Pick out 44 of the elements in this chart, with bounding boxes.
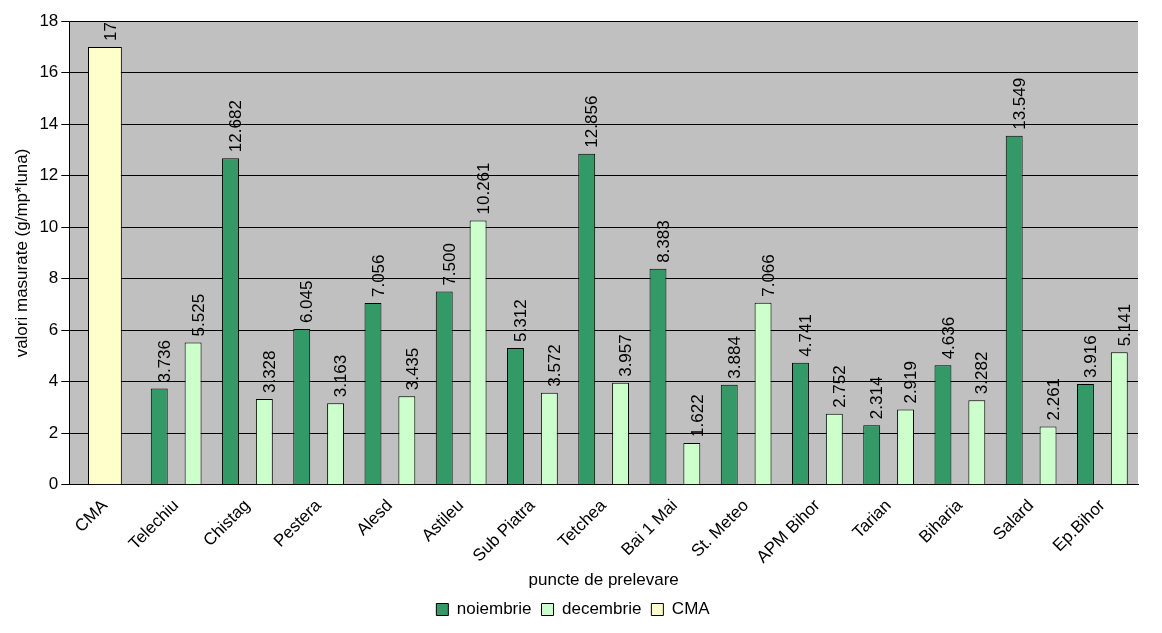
data-label: 7.500 [439, 243, 459, 286]
y-tick-label: 18 [39, 10, 59, 30]
y-axis-title: valori masurate (g/mp*luna) [11, 148, 31, 358]
data-label: 2.919 [901, 361, 921, 404]
data-label: 7.066 [758, 254, 778, 297]
data-label: 12.856 [582, 95, 602, 148]
y-tick-label: 8 [48, 268, 59, 288]
data-label: 2.314 [867, 376, 887, 420]
data-label: 6.045 [297, 280, 317, 324]
data-label: 5.141 [1114, 303, 1134, 347]
data-label: 12.682 [226, 100, 246, 153]
data-label: 1.622 [687, 394, 707, 437]
data-label: 5.525 [188, 293, 208, 337]
legend-label: CMA [671, 599, 711, 619]
data-label: 5.312 [511, 299, 531, 342]
y-tick-label: 12 [39, 165, 59, 185]
data-label: 3.736 [154, 339, 174, 383]
data-label: 3.957 [616, 334, 636, 377]
y-tick-label: 2 [48, 422, 59, 442]
data-label: 17 [100, 22, 120, 41]
data-label: 10.261 [473, 162, 493, 215]
data-label: 3.884 [724, 336, 744, 379]
y-tick-label: 14 [39, 113, 59, 133]
data-label: 2.752 [830, 365, 849, 408]
data-label: 3.163 [331, 354, 351, 398]
data-label: 3.916 [1081, 335, 1101, 378]
x-tick-label: Bai 1 Mai [617, 495, 682, 560]
data-label: 4.636 [938, 316, 958, 360]
data-label: 3.328 [260, 350, 280, 394]
data-label: 8.383 [653, 220, 673, 263]
y-tick-label: 10 [39, 216, 59, 236]
data-label: 2.261 [1043, 377, 1063, 421]
data-label: 7.056 [368, 254, 388, 298]
data-label: 4.741 [796, 314, 816, 357]
y-tick-label: 16 [39, 62, 59, 82]
legend-label: noiembrie [456, 599, 532, 619]
data-label: 3.572 [545, 344, 565, 387]
legend-label: decembrie [562, 599, 642, 619]
data-label: 3.435 [402, 347, 422, 391]
y-tick-label: 4 [48, 371, 59, 391]
x-axis-title: puncte de prelevare [528, 570, 679, 590]
y-tick-label: 6 [48, 319, 59, 339]
y-tick-label: 0 [48, 474, 59, 494]
data-label: 3.282 [972, 351, 992, 395]
